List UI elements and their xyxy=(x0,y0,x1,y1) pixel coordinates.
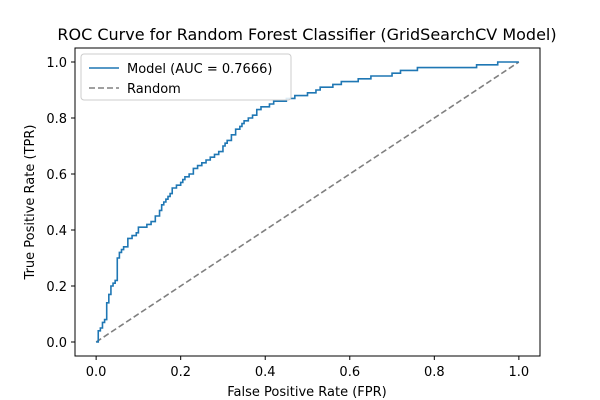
y-tick-label: 0.4 xyxy=(46,224,67,239)
legend: Model (AUC = 0.7666) Random xyxy=(80,53,292,101)
axis-ticks: 0.0 0.2 0.4 0.6 0.8 1.0 0.0 0.2 0.4 0.6 0.8 1.0 xyxy=(46,56,529,380)
legend-random-label: Random xyxy=(127,82,181,97)
x-tick-label: 1.0 xyxy=(509,365,530,380)
y-tick-label: 0.2 xyxy=(46,280,67,295)
y-tick-label: 0.6 xyxy=(46,168,67,183)
legend-box xyxy=(80,53,292,101)
roc-curve-line xyxy=(96,61,519,343)
random-baseline-line xyxy=(95,61,520,343)
y-tick-label: 1.0 xyxy=(46,56,67,71)
y-tick-label: 0.8 xyxy=(46,112,67,127)
y-axis-label: True Positive Rate (TPR) xyxy=(23,125,38,281)
x-tick-label: 0.4 xyxy=(255,365,276,380)
x-tick-label: 0.2 xyxy=(170,365,191,380)
x-tick-label: 0.8 xyxy=(424,365,445,380)
chart-title: ROC Curve for Random Forest Classifier (… xyxy=(57,25,556,44)
plot-frame xyxy=(74,47,541,357)
x-tick-label: 0.0 xyxy=(86,365,107,380)
y-tick-label: 0.0 xyxy=(46,336,67,351)
x-axis-label: False Positive Rate (FPR) xyxy=(227,385,386,400)
plot-area xyxy=(95,61,520,343)
x-tick-label: 0.6 xyxy=(339,365,360,380)
legend-model-label: Model (AUC = 0.7666) xyxy=(127,62,272,77)
